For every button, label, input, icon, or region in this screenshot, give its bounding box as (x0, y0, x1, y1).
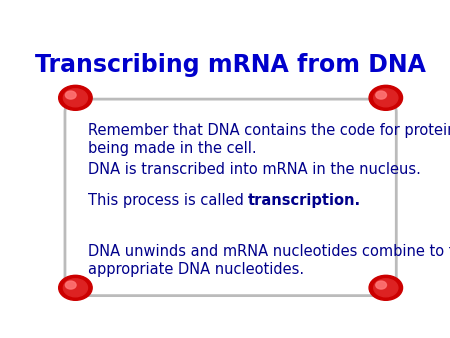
Text: Remember that DNA contains the code for proteins: Remember that DNA contains the code for … (88, 123, 450, 138)
Text: being made in the cell.: being made in the cell. (88, 141, 256, 156)
Circle shape (58, 85, 92, 110)
Circle shape (65, 91, 76, 99)
Text: DNA is transcribed into mRNA in the nucleus.: DNA is transcribed into mRNA in the nucl… (88, 162, 420, 176)
Circle shape (369, 85, 403, 110)
Circle shape (374, 279, 398, 297)
Text: appropriate DNA nucleotides.: appropriate DNA nucleotides. (88, 262, 304, 277)
Text: transcription.: transcription. (248, 193, 361, 208)
Circle shape (374, 89, 398, 107)
Circle shape (58, 275, 92, 300)
Circle shape (65, 281, 76, 289)
Circle shape (376, 281, 387, 289)
Circle shape (63, 89, 87, 107)
FancyBboxPatch shape (56, 41, 405, 301)
Text: DNA unwinds and mRNA nucleotides combine to the: DNA unwinds and mRNA nucleotides combine… (88, 244, 450, 259)
Circle shape (376, 91, 387, 99)
Circle shape (63, 279, 87, 297)
Text: Transcribing mRNA from DNA: Transcribing mRNA from DNA (35, 53, 426, 77)
Text: This process is called: This process is called (88, 193, 248, 208)
FancyBboxPatch shape (65, 99, 396, 296)
Circle shape (369, 275, 403, 300)
